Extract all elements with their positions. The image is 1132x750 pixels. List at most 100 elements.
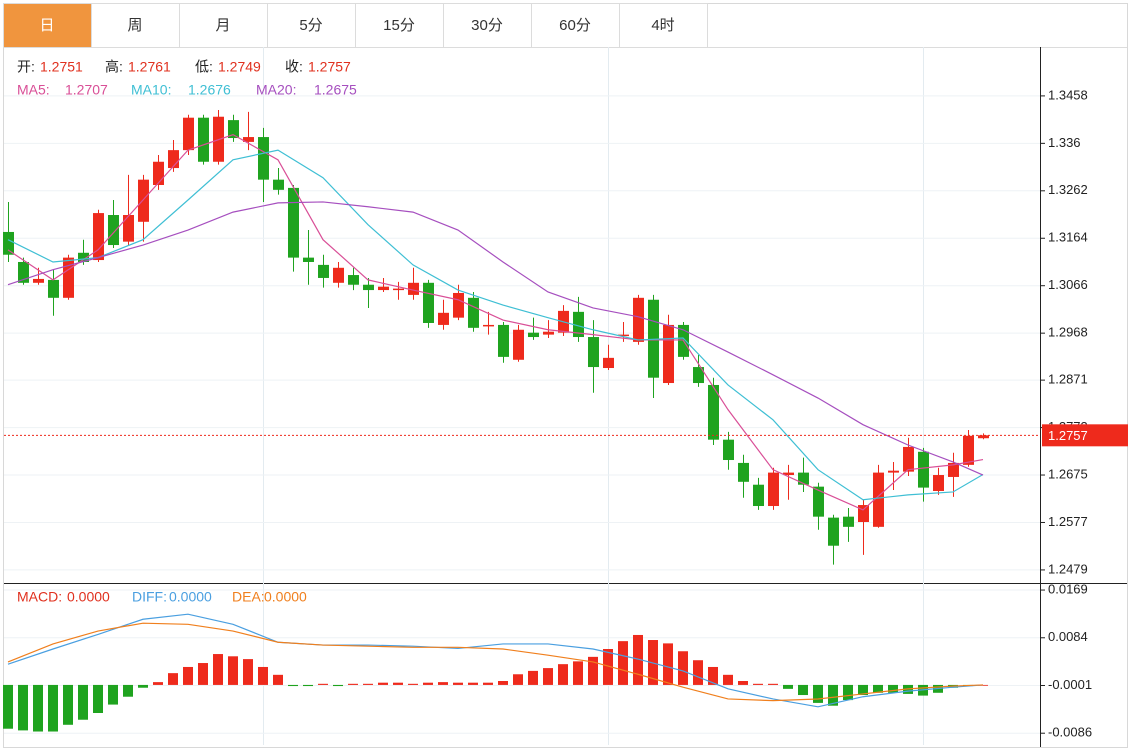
y-tick-label: 1.3458 bbox=[1048, 87, 1088, 102]
tab-label[interactable]: 15分 bbox=[383, 17, 415, 34]
tab[interactable] bbox=[355, 3, 444, 48]
macd-bar bbox=[828, 684, 838, 706]
candle-body bbox=[228, 120, 239, 139]
macd-bar bbox=[573, 661, 583, 685]
candle-body bbox=[498, 324, 509, 357]
y-tick-label: 1.3164 bbox=[1048, 230, 1088, 245]
ohlc-label: 高: bbox=[105, 59, 123, 75]
macd-bar bbox=[3, 684, 13, 729]
candle-body bbox=[858, 505, 869, 522]
indicator-line bbox=[7, 133, 984, 511]
macd-bar bbox=[123, 684, 133, 697]
candle-body bbox=[693, 367, 704, 384]
candle-body bbox=[393, 288, 404, 291]
macd-bar bbox=[363, 683, 373, 685]
tab[interactable] bbox=[619, 3, 708, 48]
candle-body bbox=[243, 137, 254, 142]
candle-body bbox=[963, 435, 974, 465]
candle-body bbox=[798, 472, 809, 485]
tab[interactable] bbox=[443, 3, 532, 48]
frame bbox=[3, 3, 1128, 748]
macd-bar bbox=[783, 684, 793, 689]
candle-body bbox=[813, 486, 824, 517]
candle-body bbox=[453, 292, 464, 318]
candle-body bbox=[93, 213, 104, 261]
candle-body bbox=[63, 257, 74, 298]
candle-body bbox=[768, 472, 779, 507]
candle-body bbox=[843, 516, 854, 527]
candle-body bbox=[633, 297, 644, 342]
ohlc-value: 1.2761 bbox=[128, 59, 171, 75]
tab-label[interactable]: 30分 bbox=[471, 17, 503, 34]
candle-body bbox=[933, 475, 944, 492]
tab-label[interactable]: 周 bbox=[127, 17, 142, 34]
y-tick-label: -0.0001 bbox=[1048, 677, 1092, 692]
macd-bar bbox=[138, 684, 148, 688]
macd-bar bbox=[168, 673, 178, 685]
macd-bar bbox=[558, 664, 568, 685]
y-tick-label: 1.2968 bbox=[1048, 325, 1088, 340]
ohlc-value: 1.2749 bbox=[218, 59, 261, 75]
candle-body bbox=[978, 435, 989, 439]
candle-body bbox=[603, 357, 614, 369]
y-tick-label: 1.3066 bbox=[1048, 277, 1088, 292]
tab-label[interactable]: 60分 bbox=[559, 17, 591, 34]
macd-bar bbox=[393, 682, 403, 685]
macd-bar bbox=[318, 683, 328, 685]
macd-bar bbox=[93, 684, 103, 713]
candle-body bbox=[168, 150, 179, 169]
tab[interactable] bbox=[3, 3, 92, 48]
ohlc-label: 开: bbox=[17, 59, 35, 75]
tab-label[interactable]: 4时 bbox=[651, 17, 674, 34]
macd-bar bbox=[243, 659, 253, 685]
candle-body bbox=[888, 470, 899, 473]
legend-value: 0.0000 bbox=[169, 589, 212, 605]
macd-bar bbox=[798, 684, 808, 696]
macd-bar bbox=[423, 682, 433, 685]
tab-label[interactable]: 月 bbox=[215, 17, 230, 34]
candle-body bbox=[468, 297, 479, 328]
macd-bar bbox=[288, 684, 298, 687]
tab[interactable] bbox=[267, 3, 356, 48]
tab-label[interactable]: 5分 bbox=[299, 17, 322, 34]
y-tick-label: 1.2577 bbox=[1048, 514, 1088, 529]
indicator-line bbox=[7, 149, 984, 501]
macd-bar bbox=[258, 666, 268, 685]
candle-body bbox=[408, 282, 419, 295]
macd-bar bbox=[453, 682, 463, 685]
candle-body bbox=[78, 252, 89, 262]
tab[interactable] bbox=[91, 3, 180, 48]
y-tick-label: -0.0086 bbox=[1048, 725, 1092, 740]
candle-body bbox=[258, 137, 269, 180]
candle-body bbox=[483, 324, 494, 327]
macd-bar bbox=[618, 641, 628, 685]
macd-bar bbox=[753, 683, 763, 685]
macd-bar bbox=[678, 651, 688, 685]
macd-bar bbox=[438, 682, 448, 685]
candle-body bbox=[318, 264, 329, 278]
candle-body bbox=[588, 337, 599, 368]
macd-bar bbox=[768, 683, 778, 685]
y-tick-label: 1.2675 bbox=[1048, 466, 1088, 481]
candle-body bbox=[423, 282, 434, 323]
legend-name: MA5: bbox=[17, 82, 50, 98]
candle-body bbox=[918, 451, 929, 488]
tab[interactable] bbox=[179, 3, 268, 48]
candle-body bbox=[288, 187, 299, 258]
legend-value: 0.0000 bbox=[264, 589, 307, 605]
candle-body bbox=[753, 484, 764, 507]
candle-body bbox=[48, 279, 59, 298]
y-tick-label: 1.2479 bbox=[1048, 561, 1088, 576]
candle-body bbox=[618, 334, 629, 337]
legend-name: DEA: bbox=[232, 589, 265, 605]
macd-bar bbox=[588, 656, 598, 685]
legend-value: 1.2676 bbox=[188, 82, 231, 98]
candle-body bbox=[543, 331, 554, 335]
candle-body bbox=[738, 462, 749, 482]
tab-label[interactable]: 日 bbox=[39, 17, 54, 34]
macd-bar bbox=[528, 670, 538, 685]
macd-bar bbox=[63, 684, 73, 725]
macd-bar bbox=[708, 666, 718, 685]
legend-name: MA20: bbox=[256, 82, 296, 98]
